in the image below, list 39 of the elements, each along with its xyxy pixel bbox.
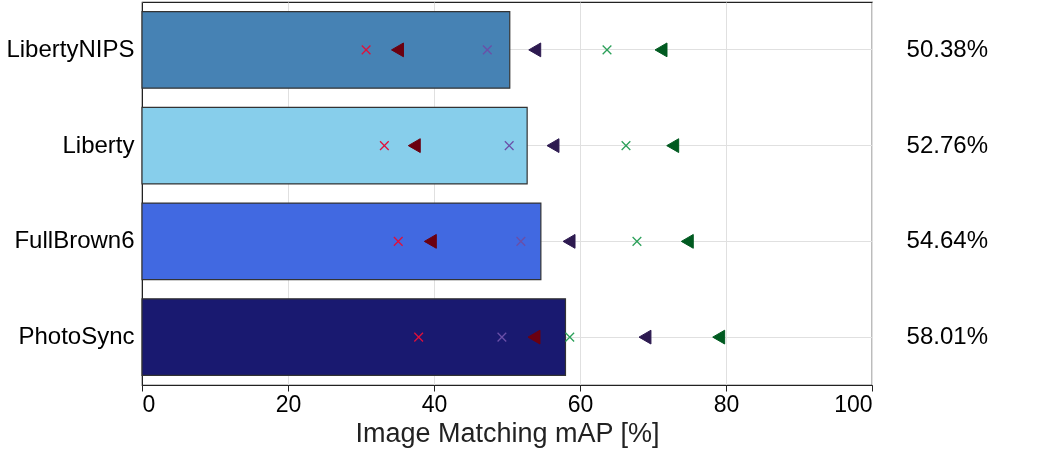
point	[602, 44, 612, 55]
point	[527, 329, 541, 345]
point	[654, 42, 668, 58]
point	[528, 42, 542, 58]
point	[515, 236, 526, 247]
point	[680, 233, 694, 249]
point	[631, 236, 642, 247]
y-tick-label: PhotoSync	[18, 322, 135, 350]
point	[666, 138, 680, 154]
point	[407, 138, 421, 154]
x-tick-label: 40	[421, 390, 448, 417]
y-tick-label: Liberty	[62, 130, 135, 158]
point	[562, 233, 576, 249]
y-tick-label: FullBrown6	[14, 226, 135, 254]
point	[391, 42, 404, 58]
data-label: 50.38%	[906, 34, 988, 62]
x-tick-label: 20	[275, 390, 302, 417]
x-tick-label: 60	[567, 390, 594, 417]
y-tick-label: LibertyNIPS	[6, 34, 135, 62]
x-tick-label: 100	[834, 390, 873, 417]
x-tick-label: 0	[142, 390, 156, 417]
point	[423, 233, 437, 249]
data-label: 58.01%	[906, 322, 988, 350]
point	[712, 329, 726, 345]
point	[621, 140, 631, 151]
point	[393, 236, 404, 247]
point	[546, 138, 560, 154]
point	[379, 140, 390, 151]
point	[564, 332, 575, 343]
x-axis-title: Image Matching mAP [%]	[355, 417, 660, 448]
data-label: 54.64%	[906, 226, 988, 254]
point	[361, 44, 372, 55]
point	[638, 329, 652, 345]
point	[413, 332, 424, 343]
point	[482, 44, 493, 55]
x-tick-label: 80	[713, 390, 740, 417]
point	[504, 140, 515, 151]
point	[496, 332, 507, 343]
data-label: 52.76%	[906, 130, 988, 158]
